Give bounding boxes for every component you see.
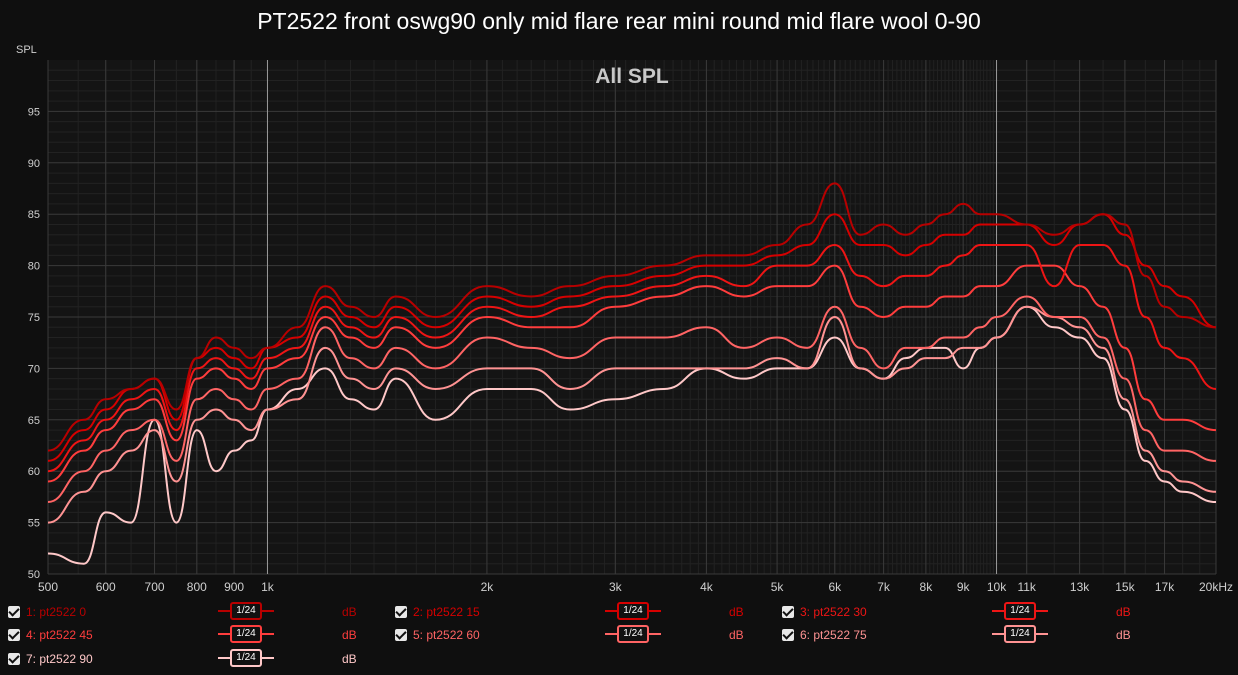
legend-label: 3: pt2522 30 [800,605,867,619]
series-checkbox[interactable] [8,629,20,641]
legend-item[interactable]: 5: pt2522 60 [395,628,480,642]
x-tick-label: 3k [609,580,623,594]
legend-label: 6: pt2522 75 [800,628,867,642]
x-tick-label: 2k [481,580,495,594]
y-tick-label: 75 [28,312,40,324]
smoothing-button[interactable]: 1/24 [605,602,661,620]
series-line-5 [47,295,1217,504]
smoothing-button[interactable]: 1/24 [218,625,274,643]
unit-label: dB [1116,628,1131,642]
chart-title: PT2522 front oswg90 only mid flare rear … [257,8,981,34]
smoothing-button[interactable]: 1/24 [992,625,1048,643]
series-checkbox[interactable] [782,606,794,618]
y-tick-label: 85 [28,209,40,221]
x-tick-label: 7k [877,580,891,594]
x-tick-label: 6k [828,580,842,594]
unit-label: dB [342,652,357,666]
legend-label: 1: pt2522 0 [26,605,87,619]
x-tick-label: 9k [957,580,971,594]
x-tick-label: 15k [1115,580,1135,594]
smoothing-button[interactable]: 1/24 [218,602,274,620]
series-checkbox[interactable] [395,606,407,618]
series-checkbox[interactable] [8,606,20,618]
smoothing-button[interactable]: 1/24 [605,625,661,643]
spl-chart: 50 55 60 65 70 75 80 85 90 95 500 600 700 800 900 1k 2k 3… [16,44,1233,594]
series-line-4 [47,264,1217,483]
legend-item[interactable]: 3: pt2522 30 [782,605,867,619]
unit-label: dB [729,605,744,619]
legend-label: 7: pt2522 90 [26,652,93,666]
overlay-label: All SPL [595,65,669,88]
series-checkbox[interactable] [8,653,20,665]
y-tick-label: 65 [28,415,40,427]
x-tick-label: 1k [261,580,275,594]
series-checkbox[interactable] [395,629,407,641]
legend-item[interactable]: 7: pt2522 90 [8,652,93,666]
legend-item[interactable]: 2: pt2522 15 [395,605,480,619]
x-tick-label: 8k [920,580,934,594]
series-line-7 [47,305,1217,565]
unit-label: dB [1116,605,1131,619]
legend-label: 4: pt2522 45 [26,628,93,642]
x-tick-label: 500 [38,580,58,594]
y-tick-label: 55 [28,518,40,530]
x-tick-label: 10k [987,580,1007,594]
x-tick-label: 4k [700,580,714,594]
smoothing-button[interactable]: 1/24 [992,602,1048,620]
x-tick-label: 17k [1155,580,1175,594]
series-line-2 [47,213,1217,462]
x-tick-label: 11k [1017,580,1036,594]
unit-label: dB [342,605,357,619]
y-tick-label: 50 [28,569,40,581]
y-tick-label: 95 [28,106,40,118]
y-tick-label: 60 [28,466,40,478]
x-tick-label: 13k [1070,580,1090,594]
series-line-3 [47,244,1217,473]
legend-item[interactable]: 4: pt2522 45 [8,628,93,642]
x-tick-label: 20kHz [1199,580,1233,594]
series-line-1 [47,182,1217,452]
legend-item[interactable]: 1: pt2522 0 [8,605,86,619]
y-tick-label: 70 [28,363,40,375]
y-tick-label: 80 [28,261,40,273]
unit-label: dB [729,628,744,642]
x-tick-label: 700 [145,580,165,594]
x-tick-label: 900 [224,580,244,594]
x-tick-label: 600 [96,580,116,594]
x-tick-label: 800 [187,580,207,594]
legend-label: 2: pt2522 15 [413,605,480,619]
smoothing-button[interactable]: 1/24 [218,649,274,667]
x-tick-label: 5k [771,580,785,594]
y-tick-label: 90 [28,158,40,170]
legend-label: 5: pt2522 60 [413,628,480,642]
y-axis-label: SPL [16,44,37,56]
series-checkbox[interactable] [782,629,794,641]
legend-item[interactable]: 6: pt2522 75 [782,628,867,642]
unit-label: dB [342,628,357,642]
